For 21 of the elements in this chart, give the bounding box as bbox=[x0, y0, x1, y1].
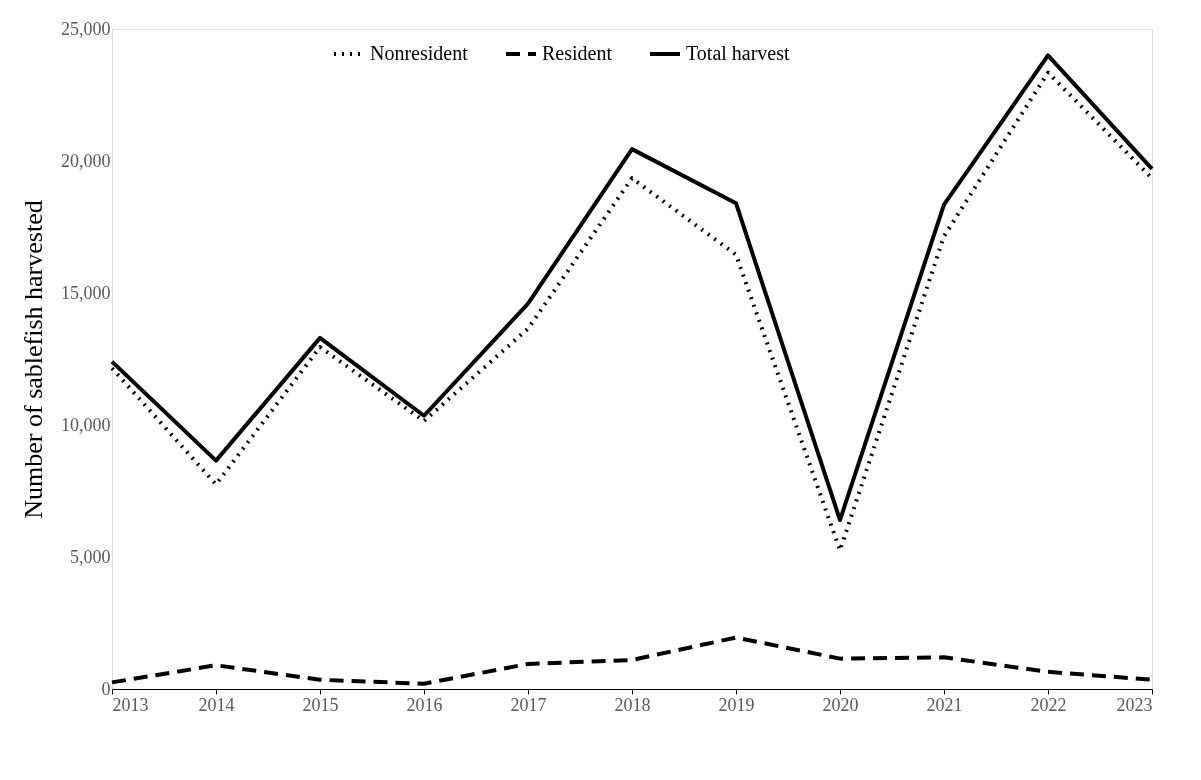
x-tick-label: 2015 bbox=[302, 694, 339, 715]
legend-label: Total harvest bbox=[686, 42, 791, 64]
y-tick-label: 10,000 bbox=[61, 414, 111, 435]
legend-label: Resident bbox=[542, 42, 613, 64]
x-tick-label: 2017 bbox=[510, 694, 547, 715]
x-tick-label: 2022 bbox=[1030, 694, 1067, 715]
x-tick-label: 2021 bbox=[926, 694, 963, 715]
x-tick-label: 2019 bbox=[718, 694, 755, 715]
y-axis-title: Number of sablefish harvested bbox=[19, 200, 48, 519]
y-tick-label: 25,000 bbox=[61, 18, 111, 39]
y-tick-label: 15,000 bbox=[61, 282, 111, 303]
x-tick-label: 2016 bbox=[406, 694, 443, 715]
x-tick-label: 2023 bbox=[1116, 694, 1153, 715]
y-tick-label: 20,000 bbox=[61, 150, 111, 171]
x-tick-label: 2013 bbox=[112, 694, 149, 715]
y-tick-label: 0 bbox=[101, 678, 111, 699]
legend-label: Nonresident bbox=[370, 42, 469, 64]
x-tick-label: 2020 bbox=[822, 694, 859, 715]
x-tick-label: 2018 bbox=[614, 694, 651, 715]
x-tick-label: 2014 bbox=[198, 694, 235, 715]
y-tick-label: 5,000 bbox=[70, 546, 111, 567]
